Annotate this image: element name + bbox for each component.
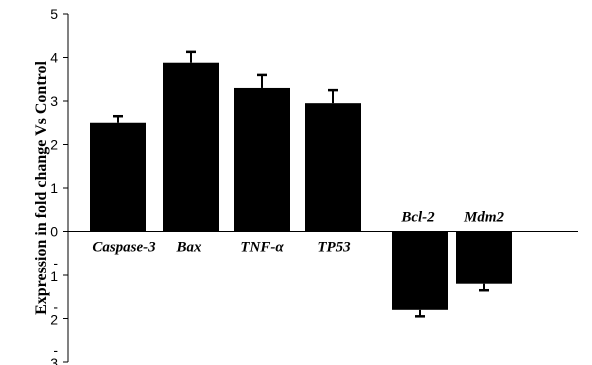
category-label: TNF-α	[240, 240, 284, 256]
y-tick-label: -1	[50, 255, 58, 284]
y-tick-label: 2	[50, 137, 58, 153]
category-label: Caspase-3	[92, 240, 156, 256]
bars-group	[90, 63, 512, 310]
bar-bax	[163, 63, 219, 232]
category-label: TP53	[317, 240, 351, 256]
y-tick-label: 4	[50, 50, 58, 66]
bar-bcl-2	[392, 232, 448, 310]
category-label: Bcl-2	[400, 210, 435, 226]
category-label: Bax	[175, 240, 202, 256]
bar-caspase-3	[90, 123, 146, 232]
y-tick-label: 0	[50, 224, 58, 240]
y-axis-label: Expression in fold change Vs Control	[33, 61, 50, 315]
bar-tp53	[305, 103, 361, 231]
y-tick-label: 5	[50, 6, 58, 22]
bar-tnf-	[234, 88, 290, 232]
y-tick-label: 3	[50, 93, 58, 109]
y-tick-label: 1	[50, 180, 58, 196]
y-axis-ticks: 5 4 3 2 1 0 -1 -2 -3	[50, 6, 68, 365]
y-tick-label: -2	[50, 299, 58, 328]
y-tick-label: -3	[50, 342, 58, 365]
bar-mdm2	[456, 232, 512, 284]
category-label: Mdm2	[463, 210, 505, 226]
